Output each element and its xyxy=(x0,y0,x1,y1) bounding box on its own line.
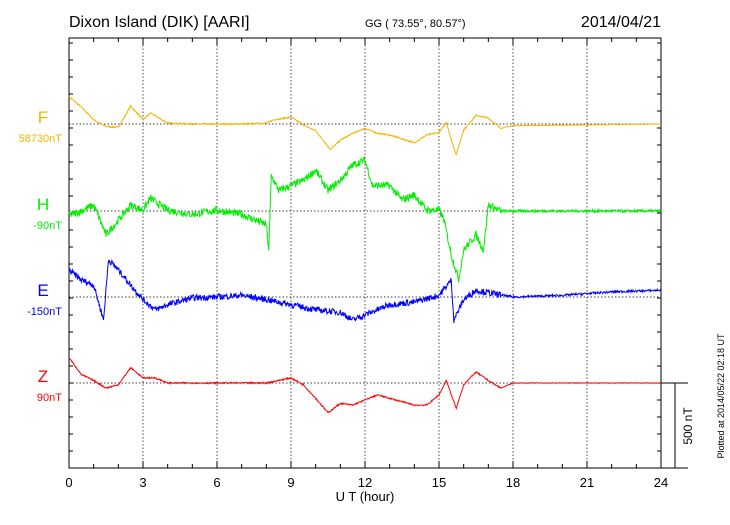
x-tick-label: 9 xyxy=(287,475,294,490)
x-tick-label: 15 xyxy=(432,475,446,490)
chart-title: Dixon Island (DIK) [AARI] xyxy=(69,14,250,31)
x-axis-label: U T (hour) xyxy=(336,489,395,504)
x-tick-labels: 0 3 6 9 12 15 18 21 24 xyxy=(65,475,668,490)
scale-bar: 500 nT xyxy=(661,382,695,469)
x-tick-label: 3 xyxy=(139,475,146,490)
trace-z xyxy=(68,357,662,414)
trace-h xyxy=(68,155,662,283)
grid xyxy=(69,38,661,468)
series-name-z: Z xyxy=(38,367,48,386)
series-name-e: E xyxy=(37,281,48,300)
x-tick-label: 0 xyxy=(65,475,72,490)
series-baseline-e: -150nT xyxy=(27,306,62,318)
scale-label: 500 nT xyxy=(681,407,695,445)
trace-e xyxy=(68,258,662,324)
trace-f xyxy=(68,95,662,156)
chart-date: 2014/04/21 xyxy=(581,14,661,31)
series-labels: F 58730nT H -90nT E -150nT Z 90nT xyxy=(19,108,63,404)
x-tick-label: 21 xyxy=(580,475,594,490)
series-baseline-z: 90nT xyxy=(37,392,62,404)
axis-ticks xyxy=(68,38,662,469)
x-tick-label: 24 xyxy=(654,475,668,490)
series-baseline-h: -90nT xyxy=(33,220,62,232)
x-tick-label: 6 xyxy=(213,475,220,490)
series-name-f: F xyxy=(38,108,48,127)
x-tick-label: 18 xyxy=(506,475,520,490)
traces xyxy=(68,95,662,414)
x-tick-label: 12 xyxy=(358,475,372,490)
station-coordinates: GG ( 73.55°, 80.57°) xyxy=(365,18,466,30)
plotted-at-note: Plotted at 2014/05/22 02:18 UT xyxy=(716,333,726,459)
series-baseline-f: 58730nT xyxy=(19,133,63,145)
series-name-h: H xyxy=(37,195,49,214)
